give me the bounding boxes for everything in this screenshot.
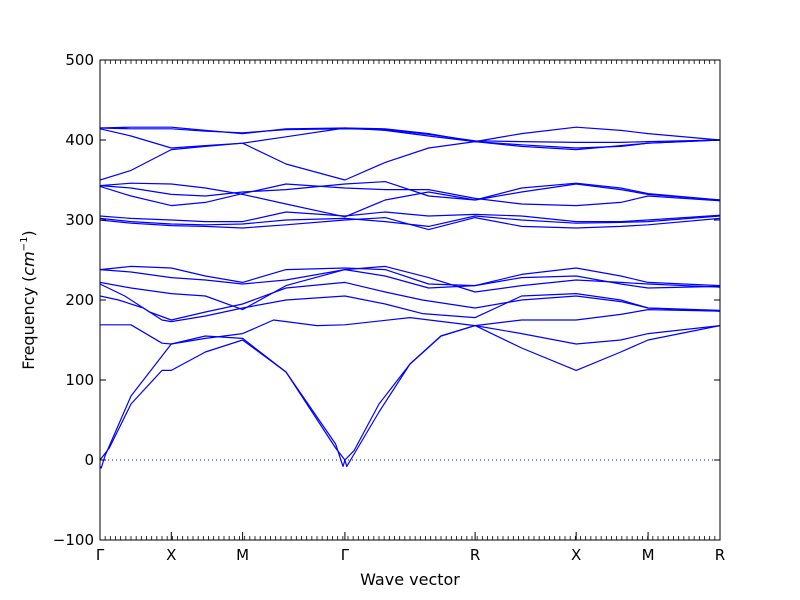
band-line-1 xyxy=(100,335,346,469)
band-line-4 xyxy=(344,325,720,461)
y-tick-label: 0 xyxy=(84,451,94,469)
band-line-7 xyxy=(100,281,720,321)
x-tick-label: Γ xyxy=(341,546,350,564)
y-tick-label: 500 xyxy=(65,51,94,69)
x-tick-label: R xyxy=(715,546,725,564)
y-axis-label-exp: −1 xyxy=(19,237,30,252)
band-line-15 xyxy=(100,183,720,207)
y-tick-label: 200 xyxy=(65,291,94,309)
y-axis-label-prefix: Frequency ( xyxy=(19,276,38,370)
band-line-5 xyxy=(100,309,720,345)
x-axis-label: Wave vector xyxy=(360,570,460,589)
x-tick-label: M xyxy=(236,546,249,564)
series-layer xyxy=(100,126,720,469)
x-tick-label: X xyxy=(166,546,176,564)
y-axis-label: Frequency (cm−1) xyxy=(19,230,38,369)
y-tick-label: 400 xyxy=(65,131,94,149)
band-line-2 xyxy=(100,339,346,461)
band-line-3 xyxy=(344,325,720,467)
band-line-20 xyxy=(100,127,720,143)
y-axis-label-suffix: ) xyxy=(19,230,38,236)
y-axis: −100 0 100 200 300 400 500 xyxy=(53,51,720,549)
band-line-10 xyxy=(100,265,720,293)
band-line-12 xyxy=(100,217,720,231)
band-line-18 xyxy=(100,126,720,149)
band-line-16 xyxy=(100,181,720,201)
x-tick-label: M xyxy=(642,546,655,564)
band-line-11 xyxy=(100,215,720,227)
band-line-9 xyxy=(100,265,720,287)
band-line-14 xyxy=(100,182,720,218)
band-line-13 xyxy=(100,211,720,223)
x-tick-label: Γ xyxy=(96,546,105,564)
band-line-6 xyxy=(100,293,720,323)
band-line-19 xyxy=(100,126,720,149)
y-axis-label-unit: cm xyxy=(19,251,38,275)
x-tick-label: R xyxy=(470,546,480,564)
y-tick-label: 100 xyxy=(65,371,94,389)
y-tick-label: 300 xyxy=(65,211,94,229)
x-tick-label: X xyxy=(571,546,581,564)
y-tick-label: −100 xyxy=(53,531,94,549)
